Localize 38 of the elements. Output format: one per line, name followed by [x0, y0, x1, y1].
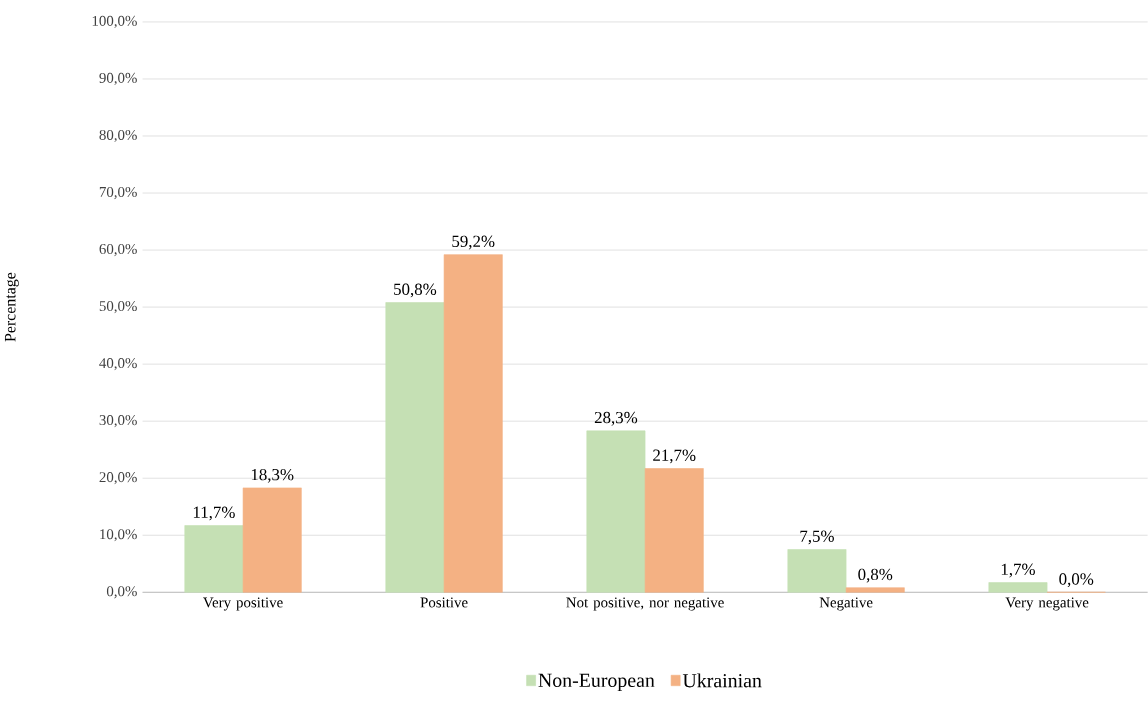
x-tick-label: Negative — [819, 597, 873, 611]
data-label: 28,3% — [594, 411, 638, 426]
bar — [385, 302, 445, 593]
y-tick-label: 100,0% — [92, 15, 137, 29]
data-label: 18,3% — [251, 468, 294, 483]
bar — [988, 582, 1048, 593]
x-tick-label: Very positive — [203, 597, 283, 611]
data-label: 21,7% — [653, 449, 696, 464]
y-tick-label: 60,0% — [99, 244, 137, 257]
data-label: 0,0% — [1059, 573, 1094, 588]
y-tick-label: 80,0% — [99, 129, 137, 143]
data-label: 11,7% — [193, 506, 235, 521]
x-tick-label: Very negative — [1005, 597, 1089, 611]
data-label: 59,2% — [452, 235, 495, 250]
legend-label: Ukrainian — [682, 673, 762, 688]
y-axis-title: Percentage — [4, 272, 19, 342]
y-tick-label: 0,0% — [106, 586, 137, 599]
bar — [644, 468, 704, 593]
data-label: 0,8% — [858, 568, 893, 583]
x-tick-label: Positive — [420, 597, 468, 608]
legend-label: Non-European — [538, 673, 655, 692]
data-label: 1,7% — [1001, 563, 1035, 578]
data-label: 50,8% — [394, 283, 437, 298]
bar — [184, 525, 244, 593]
data-label: 7,5% — [800, 530, 834, 545]
y-tick-label: 10,0% — [100, 529, 137, 542]
bar — [443, 254, 503, 593]
x-tick-label: Not positive, nor negative — [566, 597, 724, 611]
y-tick-label: 70,0% — [99, 186, 137, 200]
bar — [586, 430, 646, 593]
y-tick-label: 40,0% — [99, 358, 137, 371]
y-tick-label: 50,0% — [99, 301, 137, 314]
bar — [242, 487, 302, 593]
y-tick-label: 30,0% — [99, 415, 137, 428]
bar — [845, 587, 905, 593]
bar — [787, 549, 847, 593]
y-tick-label: 90,0% — [99, 72, 137, 86]
y-tick-label: 20,0% — [99, 472, 137, 485]
